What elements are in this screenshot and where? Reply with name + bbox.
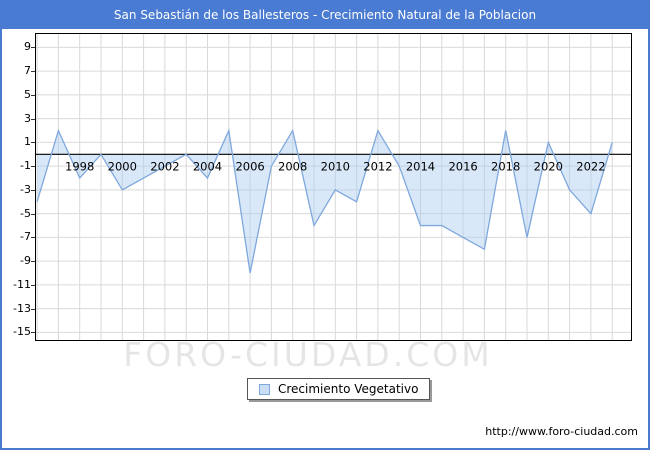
- y-tick-label: 5: [24, 87, 31, 101]
- plot-area: 1998 2000 2002 2004 2006 2008 2010 2012 2014 2016…: [35, 33, 632, 341]
- x-tick-label: 2004: [193, 159, 222, 173]
- footer-url-link[interactable]: http://www.foro-ciudad.com: [485, 425, 638, 438]
- y-tick-label: 7: [24, 64, 31, 78]
- y-tick-mark: [31, 94, 35, 96]
- y-tick-label: -9: [20, 254, 31, 268]
- y-tick-label: 1: [24, 135, 31, 149]
- x-tick-label: 2006: [235, 159, 264, 173]
- y-tick-label: -11: [13, 277, 31, 291]
- line-series: [36, 128, 613, 274]
- chart-canvas: 1998 2000 2002 2004 2006 2008 2010 2012 2014 2016…: [35, 33, 632, 341]
- y-tick-mark: [31, 166, 35, 168]
- area-series: [37, 130, 613, 274]
- x-tick-label: 2018: [491, 159, 520, 173]
- y-tick-mark: [31, 189, 35, 191]
- plot-border: [35, 33, 632, 341]
- y-tick-label: -5: [20, 206, 31, 220]
- y-tick-mark: [31, 308, 35, 310]
- y-tick-label: -13: [13, 301, 31, 315]
- y-tick-mark: [31, 142, 35, 144]
- legend-label: Crecimiento Vegetativo: [278, 382, 419, 396]
- chart-title: San Sebastián de los Ballesteros - Creci…: [2, 2, 648, 29]
- y-tick-mark: [31, 213, 35, 215]
- y-tick-mark: [31, 237, 35, 239]
- x-tick-label: 2008: [278, 159, 307, 173]
- legend-swatch-icon: [259, 383, 270, 395]
- x-tick-label: 2020: [534, 159, 563, 173]
- x-tick-label: 2012: [363, 159, 392, 173]
- y-tick-mark: [31, 118, 35, 120]
- y-tick-mark: [31, 332, 35, 334]
- x-tick-label: 2014: [406, 159, 435, 173]
- x-tick-label: 2000: [108, 159, 137, 173]
- y-tick-label: -7: [20, 230, 31, 244]
- y-tick-mark: [31, 47, 35, 49]
- y-tick-mark: [31, 261, 35, 263]
- x-tick-label: 1998: [65, 159, 94, 173]
- x-tick-label: 2016: [448, 159, 477, 173]
- y-tick-label: -1: [20, 159, 31, 173]
- x-tick-label: 2010: [321, 159, 350, 173]
- x-tick-label: 2002: [150, 159, 179, 173]
- y-tick-label: 9: [24, 40, 31, 54]
- legend-box: Crecimiento Vegetativo: [247, 378, 431, 400]
- y-tick-label: -15: [13, 325, 31, 339]
- x-tick-label: 2022: [576, 159, 605, 173]
- y-tick-mark: [31, 284, 35, 286]
- y-tick-label: 3: [24, 111, 31, 125]
- y-tick-mark: [31, 71, 35, 73]
- y-tick-label: -3: [20, 182, 31, 196]
